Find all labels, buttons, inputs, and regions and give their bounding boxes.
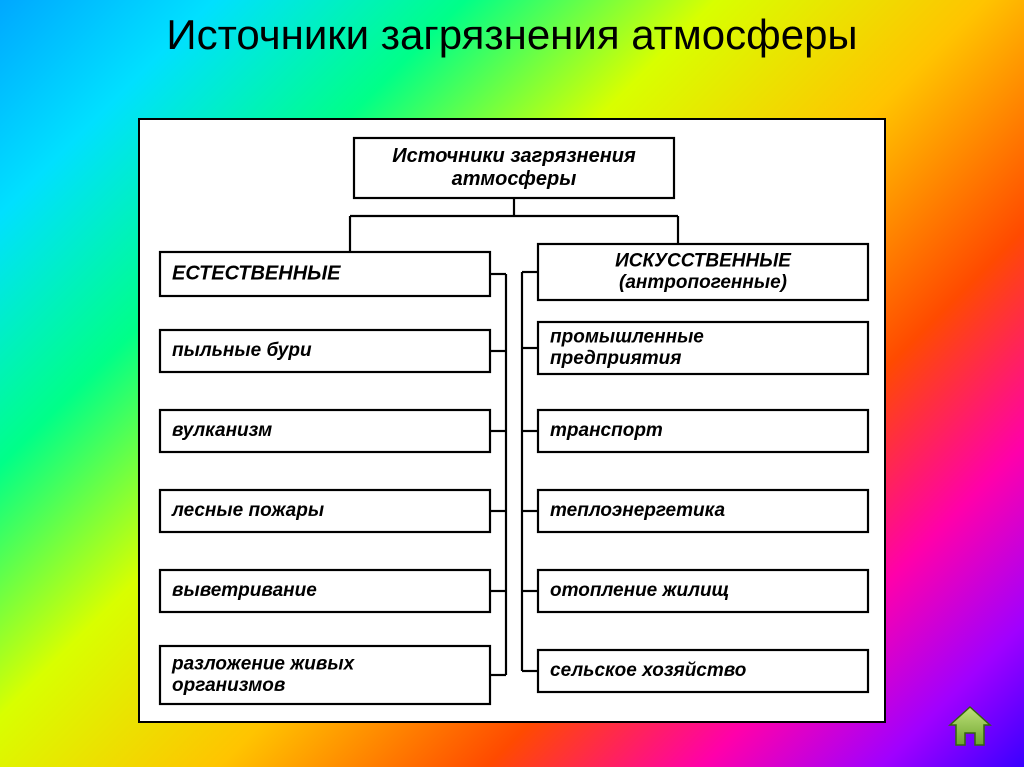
svg-text:транспорт: транспорт [550,420,663,441]
svg-text:пыльные бури: пыльные бури [172,340,312,361]
branch-header-natural: ЕСТЕСТВЕННЫЕ [160,252,490,296]
diagram-root: Источники загрязненияатмосферы [354,138,674,198]
svg-text:Источники загрязнения: Источники загрязнения [392,145,636,167]
slide: Источники загрязнения атмосферы Источник… [0,0,1024,767]
svg-text:атмосферы: атмосферы [452,168,577,190]
branch-artificial-item-0: промышленныепредприятия [538,322,868,374]
branch-artificial-item-4: сельское хозяйство [538,650,868,692]
svg-text:(антропогенные): (антропогенные) [619,272,787,293]
svg-text:вулканизм: вулканизм [172,420,272,441]
svg-text:ЕСТЕСТВЕННЫЕ: ЕСТЕСТВЕННЫЕ [172,263,341,285]
svg-text:лесные пожары: лесные пожары [171,500,324,521]
branch-header-artificial: ИСКУССТВЕННЫЕ(антропогенные) [538,244,868,300]
home-icon[interactable] [944,701,996,753]
svg-text:отопление жилищ: отопление жилищ [550,580,729,601]
svg-text:разложение живых: разложение живых [171,653,356,674]
svg-text:ИСКУССТВЕННЫЕ: ИСКУССТВЕННЫЕ [615,250,792,271]
diagram-svg: Источники загрязненияатмосферы ЕСТЕСТВЕНН… [140,120,884,721]
branch-artificial-item-1: транспорт [538,410,868,452]
diagram-panel: Источники загрязненияатмосферы ЕСТЕСТВЕНН… [138,118,886,723]
svg-text:промышленные: промышленные [550,326,704,347]
svg-text:предприятия: предприятия [550,348,681,369]
svg-text:выветривание: выветривание [172,580,317,601]
svg-text:сельское хозяйство: сельское хозяйство [550,660,746,681]
branch-natural-item-2: лесные пожары [160,490,490,532]
branch-natural-item-0: пыльные бури [160,330,490,372]
branch-natural-item-3: выветривание [160,570,490,612]
svg-text:организмов: организмов [172,675,285,696]
branch-natural-item-1: вулканизм [160,410,490,452]
branch-artificial-item-3: отопление жилищ [538,570,868,612]
branch-natural-item-4: разложение живыхорганизмов [160,646,490,704]
svg-text:теплоэнергетика: теплоэнергетика [550,500,725,521]
branch-artificial-item-2: теплоэнергетика [538,490,868,532]
slide-title: Источники загрязнения атмосферы [0,12,1024,58]
